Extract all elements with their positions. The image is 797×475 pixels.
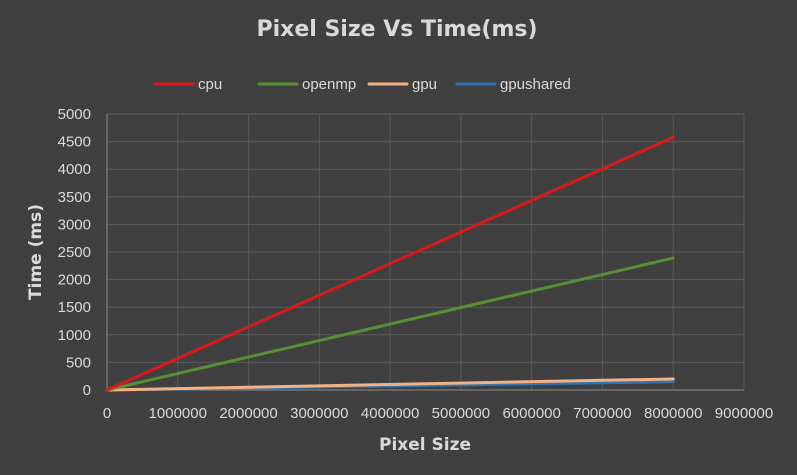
x-tick-labels: 0 1000000 2000000 3000000 4000000 5000000 6000… <box>103 405 773 422</box>
x-tick-label: 9000000 <box>715 405 773 422</box>
y-tick-label: 4000 <box>58 161 91 178</box>
legend-item-gpu: gpu <box>367 76 437 93</box>
y-tick-label: 500 <box>66 354 91 371</box>
legend-label: openmp <box>302 76 356 93</box>
y-tick-label: 0 <box>83 382 91 399</box>
x-tick-label: 6000000 <box>502 405 560 422</box>
x-tick-label: 8000000 <box>644 405 702 422</box>
y-tick-label: 1500 <box>58 299 91 316</box>
y-tick-label: 3000 <box>58 216 91 233</box>
chart-title: Pixel Size Vs Time(ms) <box>256 17 537 42</box>
x-tick-label: 3000000 <box>290 405 348 422</box>
y-tick-label: 1000 <box>58 327 91 344</box>
x-axis-title: Pixel Size <box>379 435 471 455</box>
axes <box>106 114 744 391</box>
y-tick-label: 2000 <box>58 272 91 289</box>
legend-label: gpu <box>412 76 437 93</box>
series-lines <box>105 135 675 392</box>
y-tick-label: 5000 <box>58 106 91 123</box>
legend-label: gpushared <box>500 76 571 93</box>
x-tick-label: 2000000 <box>219 405 277 422</box>
x-tick-label: 7000000 <box>573 405 631 422</box>
x-tick-label: 5000000 <box>432 405 490 422</box>
legend-item-cpu: cpu <box>153 76 222 93</box>
legend-item-openmp: openmp <box>257 76 356 93</box>
y-tick-labels: 0 500 1000 1500 2000 2500 3000 3500 4000 4500 5000 <box>58 106 91 399</box>
x-tick-label: 4000000 <box>361 405 419 422</box>
legend-label: cpu <box>198 76 222 93</box>
legend-item-gpushared: gpushared <box>455 76 571 93</box>
y-axis-title: Time (ms) <box>26 204 46 300</box>
x-tick-label: 0 <box>103 405 111 422</box>
series-line-gpu <box>105 377 675 392</box>
x-tick-label: 1000000 <box>149 405 207 422</box>
y-tick-label: 4500 <box>58 134 91 151</box>
legend: cpu openmp gpu gpushared <box>153 76 571 93</box>
y-tick-label: 2500 <box>58 244 91 261</box>
series-line-openmp <box>105 256 675 392</box>
series-line-cpu <box>105 135 675 392</box>
y-tick-label: 3500 <box>58 189 91 206</box>
